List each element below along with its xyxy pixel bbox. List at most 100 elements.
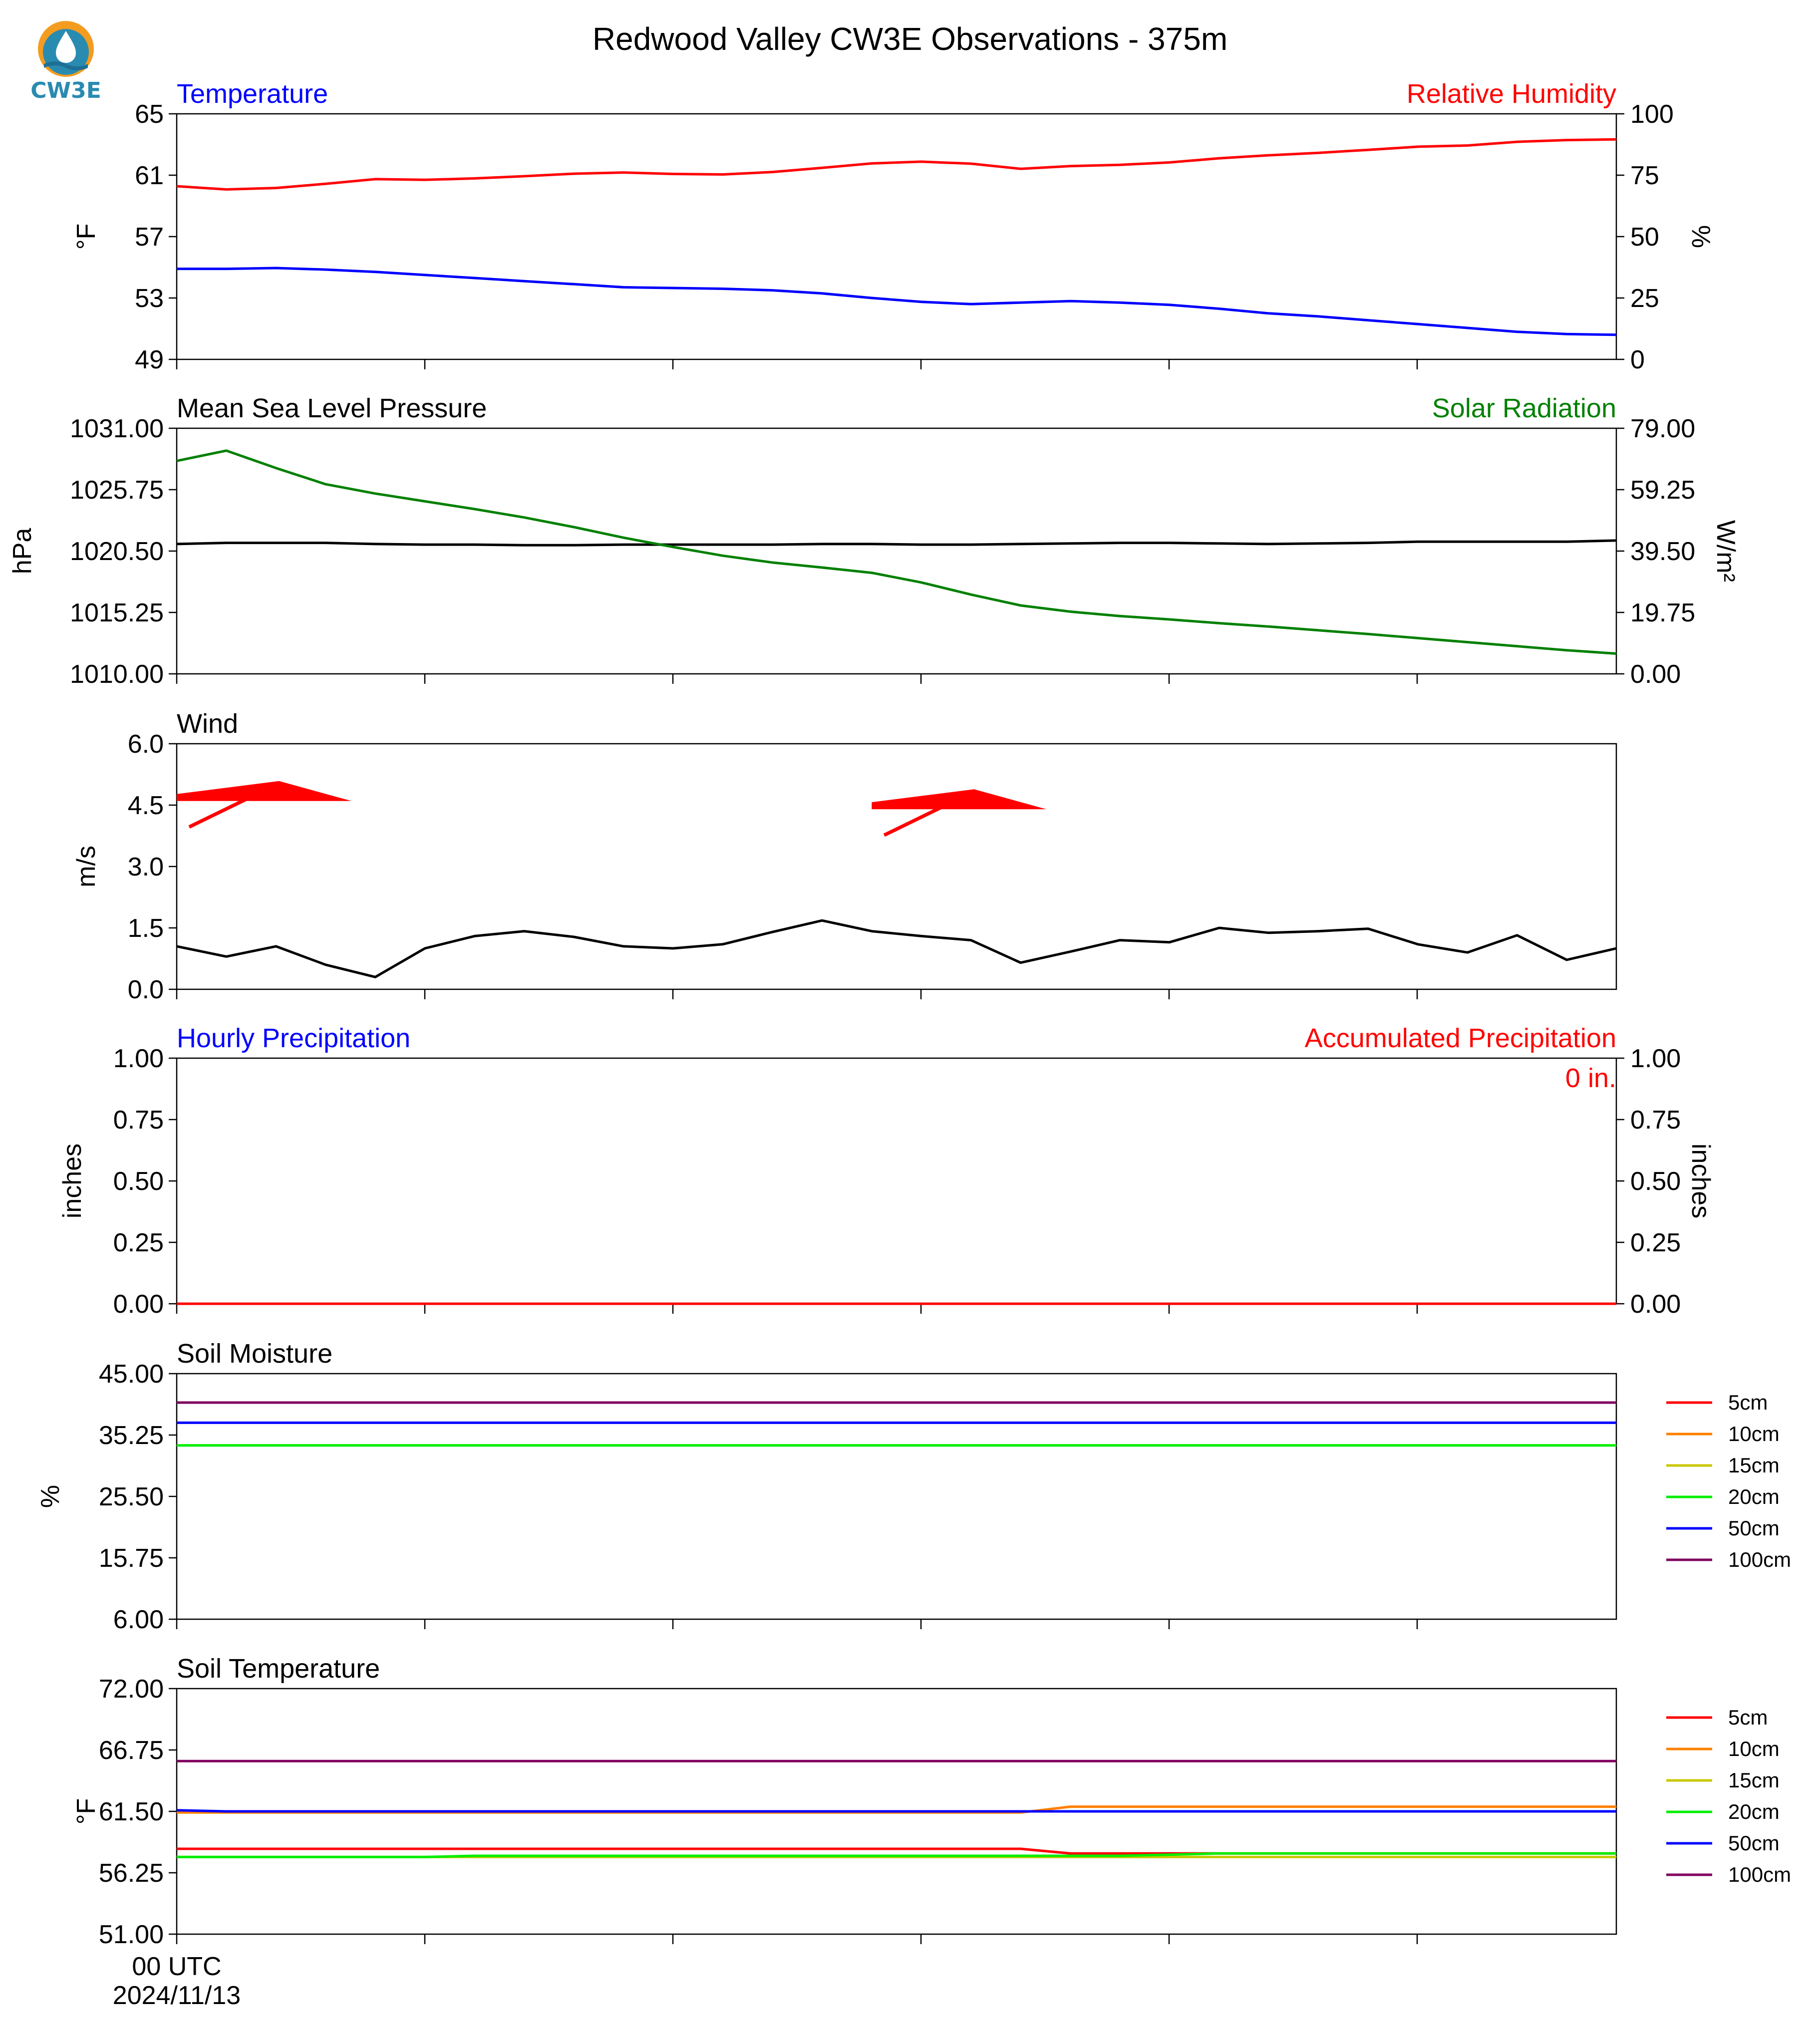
- chart-panel-1: Temperature Relative Humidity 65 61 57 53 49 10…: [72, 79, 1715, 374]
- y-tick-label: 53: [135, 284, 164, 313]
- y-tick-label: 72.00: [99, 1675, 164, 1704]
- y-tick-label: 45.00: [99, 1360, 164, 1389]
- y-tick-label: 0.0: [128, 975, 164, 1004]
- time-axis-start-label: 00 UTC: [132, 1952, 221, 1981]
- logo-text: CW3E: [30, 78, 101, 103]
- logo-wave-icon: [44, 61, 88, 70]
- chart-panel-3: Wind 6.0 4.5 3.0 1.5 0.0 m/s: [72, 709, 1617, 1004]
- legend-label-15cm: 15cm: [1728, 1453, 1780, 1477]
- series-line-series-1: [176, 919, 1617, 978]
- wind-barb-staff: [188, 797, 248, 829]
- series-line-series-2: [176, 138, 1617, 191]
- y-tick-label: 25.50: [99, 1482, 164, 1511]
- y-tick-label: 35.25: [99, 1421, 164, 1450]
- y-tick-label-right: 25: [1630, 284, 1659, 313]
- y-tick-label: 0.25: [113, 1228, 164, 1257]
- legend-label-5cm: 5cm: [1728, 1391, 1768, 1414]
- y-tick-label-right: 0.00: [1630, 660, 1681, 689]
- y-tick-label: 1020.50: [70, 537, 164, 566]
- legend-label-15cm: 15cm: [1728, 1768, 1780, 1792]
- panel-title-left: Soil Temperature: [177, 1654, 380, 1684]
- y-tick-label: 1015.25: [70, 598, 164, 627]
- accumulated-annotation: 0 in.: [1565, 1063, 1616, 1093]
- y-tick-label: 0.50: [113, 1167, 164, 1196]
- y-tick-label-right: 59.25: [1630, 476, 1695, 505]
- y-axis-label: %: [36, 1485, 65, 1508]
- y-axis-label: inches: [58, 1144, 87, 1218]
- series-line-50cm: [176, 1809, 1616, 1813]
- y-tick-label-right: 0: [1630, 345, 1645, 374]
- panel-title-right: Solar Radiation: [1432, 393, 1616, 423]
- y-tick-label: 61.50: [99, 1797, 164, 1826]
- y-tick-label: 66.75: [99, 1736, 164, 1765]
- y-tick-label-right: 19.75: [1630, 598, 1695, 627]
- y-tick-label: 56.25: [99, 1859, 164, 1888]
- y-tick-label-right: 79.00: [1630, 414, 1695, 443]
- legend-label-5cm: 5cm: [1728, 1706, 1768, 1729]
- y-tick-label: 6.0: [128, 730, 164, 759]
- y-tick-label: 1.00: [113, 1044, 164, 1073]
- series-line-series-1: [176, 539, 1617, 547]
- y-tick-label: 65: [135, 100, 164, 129]
- legend-label-20cm: 20cm: [1728, 1800, 1780, 1823]
- panel-title-left: Temperature: [177, 79, 328, 109]
- y-tick-label-right: 0.00: [1630, 1290, 1681, 1319]
- legend-label-100cm: 100cm: [1728, 1548, 1791, 1571]
- legend-label-10cm: 10cm: [1728, 1737, 1780, 1760]
- legend-label-50cm: 50cm: [1728, 1516, 1780, 1540]
- y-tick-label: 15.75: [99, 1544, 164, 1573]
- legend-label-50cm: 50cm: [1728, 1831, 1780, 1855]
- time-axis-start-date: 2024/11/13: [113, 1981, 241, 2010]
- wind-barb-icon: [872, 789, 1047, 837]
- y-tick-label: 3.0: [128, 853, 164, 881]
- y-axis-label-right: %: [1686, 225, 1715, 248]
- y-tick-label-right: 100: [1630, 100, 1674, 129]
- y-tick-label: 4.5: [128, 791, 164, 820]
- y-tick-label-right: 1.00: [1630, 1044, 1681, 1073]
- y-tick-label: 0.00: [113, 1290, 164, 1319]
- cw3e-logo: CW3E: [30, 21, 101, 103]
- y-tick-label-right: 0.50: [1630, 1167, 1681, 1196]
- y-tick-label: 1.5: [128, 914, 164, 943]
- panel-title-right: Relative Humidity: [1407, 79, 1616, 109]
- series-line-series-1: [177, 267, 1617, 336]
- panel-title-left: Hourly Precipitation: [177, 1023, 410, 1053]
- wind-barb-flag: [872, 789, 1047, 810]
- y-tick-label: 1010.00: [70, 660, 164, 689]
- y-axis-label-right: inches: [1686, 1144, 1715, 1218]
- series-line-series-2: [176, 449, 1617, 655]
- chart-panel-2: Mean Sea Level Pressure Solar Radiation 10…: [8, 393, 1740, 689]
- y-tick-label-right: 50: [1630, 223, 1659, 252]
- y-tick-label-right: 75: [1630, 161, 1659, 190]
- y-tick-label-right: 0.75: [1630, 1106, 1681, 1135]
- legend-label-100cm: 100cm: [1728, 1863, 1791, 1886]
- panel-title-left: Wind: [177, 709, 238, 739]
- y-tick-label-right: 0.25: [1630, 1228, 1681, 1257]
- y-tick-label: 57: [135, 223, 164, 252]
- y-axis-label: °F: [72, 224, 101, 250]
- panel-title-right: Accumulated Precipitation: [1305, 1023, 1616, 1053]
- panel-title-left: Mean Sea Level Pressure: [177, 393, 487, 423]
- panels: Temperature Relative Humidity 65 61 57 53 49 10…: [8, 79, 1791, 1949]
- legend-label-20cm: 20cm: [1728, 1485, 1780, 1508]
- wind-barb-icon: [177, 781, 351, 829]
- series-line-20cm: [177, 1852, 1616, 1858]
- figure-title: Redwood Valley CW3E Observations - 375m: [593, 21, 1227, 57]
- y-axis-label: m/s: [72, 846, 101, 887]
- y-tick-label: 1025.75: [70, 476, 164, 505]
- wind-barb-flag: [177, 781, 351, 801]
- y-tick-label: 61: [135, 161, 164, 190]
- wind-barb-staff: [883, 806, 942, 837]
- y-tick-label: 6.00: [113, 1605, 164, 1634]
- y-tick-label: 1031.00: [70, 414, 164, 443]
- panel-title-left: Soil Moisture: [177, 1339, 332, 1369]
- y-tick-label: 49: [135, 345, 164, 374]
- legend-label-10cm: 10cm: [1728, 1422, 1780, 1446]
- y-axis-label: hPa: [8, 528, 37, 575]
- y-axis-label-right: W/m²: [1711, 520, 1740, 582]
- chart-panel-5: Soil Moisture 45.00 35.25 25.50 15.75 6.00% 5c…: [36, 1339, 1791, 1634]
- y-tick-label-right: 39.50: [1630, 537, 1695, 566]
- y-tick-label: 0.75: [113, 1106, 164, 1135]
